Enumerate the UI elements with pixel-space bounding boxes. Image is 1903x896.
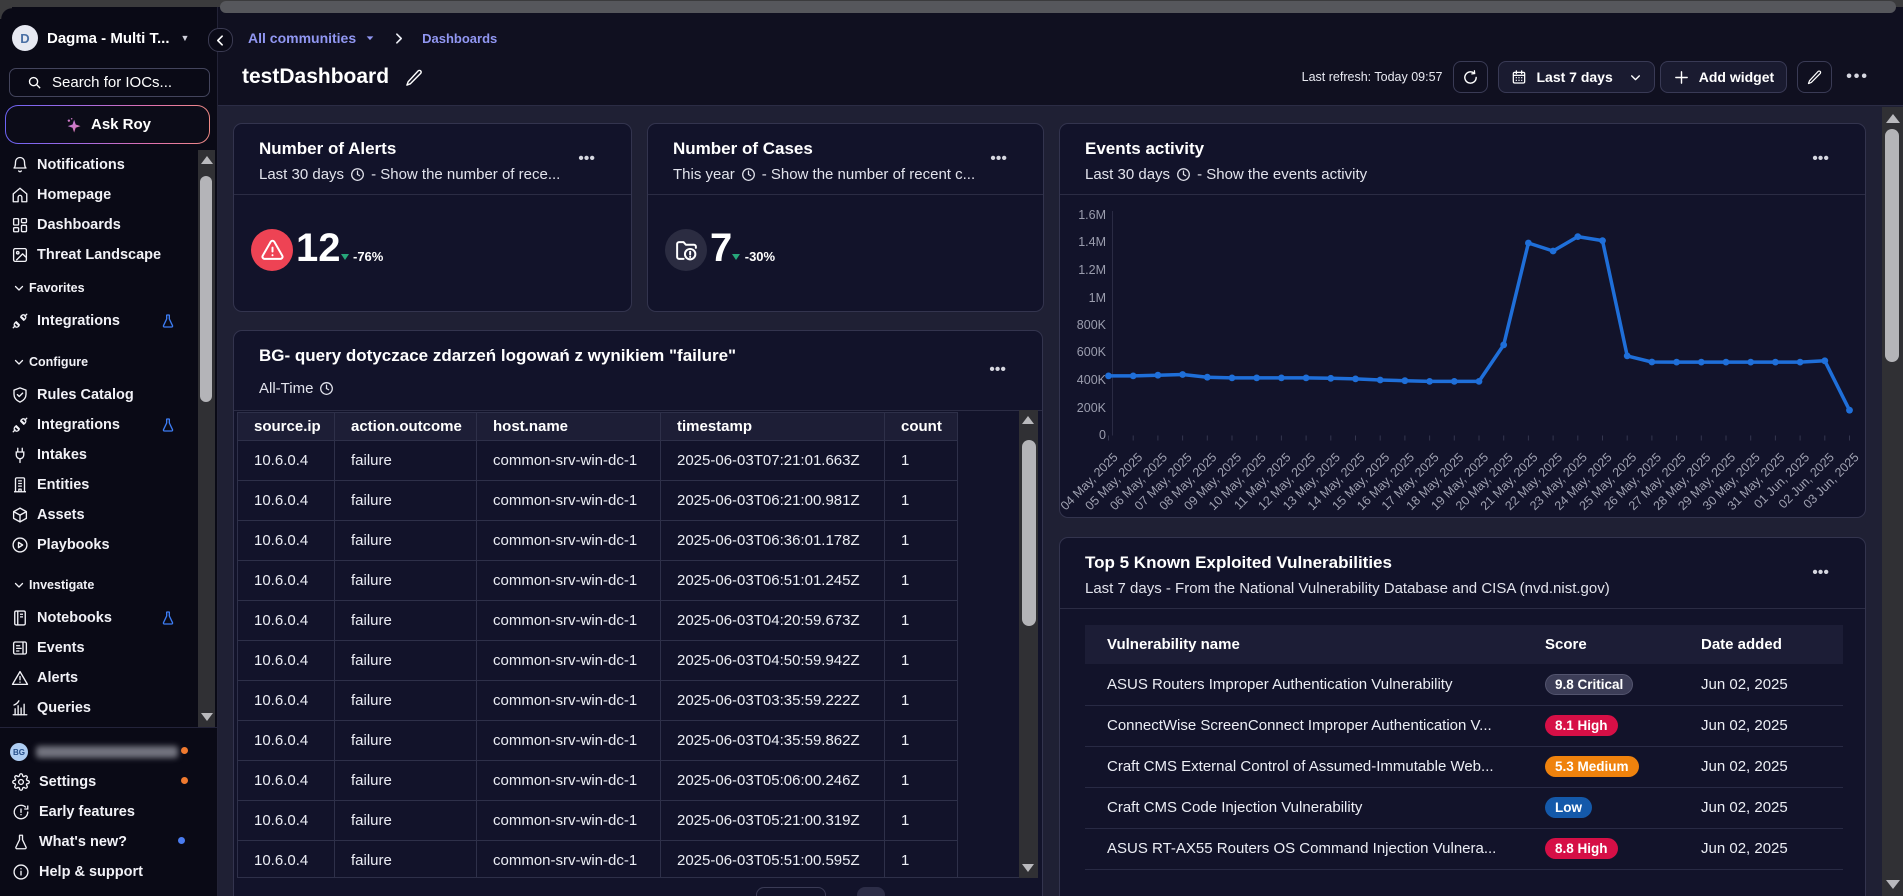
svg-text:800K: 800K [1077, 318, 1107, 332]
svg-text:0: 0 [1099, 428, 1106, 442]
svg-text:1M: 1M [1089, 291, 1106, 305]
svg-text:200K: 200K [1077, 401, 1107, 415]
svg-text:600K: 600K [1077, 345, 1107, 359]
svg-text:1.2M: 1.2M [1078, 263, 1106, 277]
svg-text:400K: 400K [1077, 373, 1107, 387]
svg-text:1.4M: 1.4M [1078, 235, 1106, 249]
svg-text:1.6M: 1.6M [1078, 208, 1106, 222]
